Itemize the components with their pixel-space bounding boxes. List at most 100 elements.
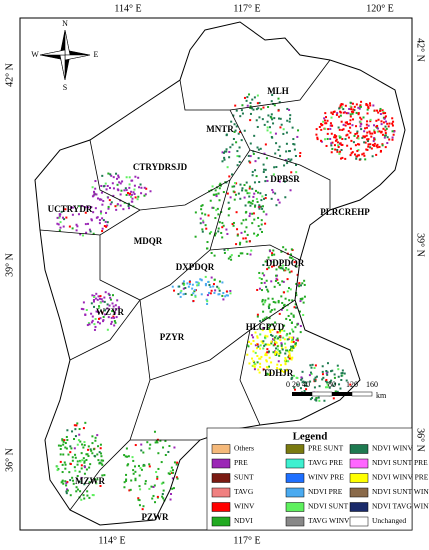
change-pixel bbox=[250, 334, 253, 337]
change-pixel bbox=[282, 128, 285, 131]
change-pixel bbox=[283, 329, 286, 332]
change-pixel bbox=[210, 252, 213, 255]
change-pixel bbox=[137, 195, 140, 198]
change-pixel bbox=[218, 187, 221, 190]
change-pixel bbox=[351, 124, 354, 127]
change-pixel bbox=[381, 133, 384, 136]
longitude-label: 117° E bbox=[233, 535, 260, 546]
change-pixel bbox=[228, 156, 231, 159]
change-pixel bbox=[256, 355, 259, 358]
change-pixel bbox=[239, 115, 242, 118]
change-pixel bbox=[117, 306, 120, 309]
change-pixel bbox=[249, 105, 252, 108]
change-pixel bbox=[284, 357, 287, 360]
change-pixel bbox=[106, 303, 109, 306]
change-pixel bbox=[248, 362, 251, 365]
change-pixel bbox=[339, 387, 342, 390]
change-pixel bbox=[336, 390, 339, 393]
change-pixel bbox=[349, 113, 352, 116]
change-pixel bbox=[214, 289, 217, 292]
change-pixel bbox=[262, 347, 265, 350]
change-pixel bbox=[277, 360, 280, 363]
change-pixel bbox=[69, 479, 72, 482]
change-pixel bbox=[192, 292, 195, 295]
change-pixel bbox=[74, 435, 77, 438]
change-pixel bbox=[71, 459, 74, 462]
change-pixel bbox=[132, 469, 135, 472]
change-pixel bbox=[236, 234, 239, 237]
change-pixel bbox=[292, 340, 295, 343]
change-pixel bbox=[263, 168, 266, 171]
change-pixel bbox=[295, 294, 298, 297]
change-pixel bbox=[299, 155, 302, 158]
change-pixel bbox=[73, 438, 76, 441]
change-pixel bbox=[218, 280, 221, 283]
change-pixel bbox=[200, 205, 203, 208]
change-pixel bbox=[356, 132, 359, 135]
change-pixel bbox=[348, 107, 351, 110]
change-pixel bbox=[71, 476, 74, 479]
change-pixel bbox=[286, 368, 289, 371]
change-pixel bbox=[140, 192, 143, 195]
change-pixel bbox=[282, 280, 285, 283]
change-pixel bbox=[325, 144, 328, 147]
change-pixel bbox=[265, 360, 268, 363]
change-pixel bbox=[283, 164, 286, 167]
change-pixel bbox=[294, 343, 297, 346]
change-pixel bbox=[100, 298, 103, 301]
change-pixel bbox=[106, 307, 109, 310]
change-pixel bbox=[90, 449, 93, 452]
change-pixels bbox=[55, 93, 396, 511]
change-pixel bbox=[270, 340, 273, 343]
change-pixel bbox=[279, 351, 282, 354]
change-pixel bbox=[64, 463, 67, 466]
change-pixel bbox=[232, 114, 235, 117]
change-pixel bbox=[286, 309, 289, 312]
change-pixel bbox=[339, 104, 342, 107]
change-pixel bbox=[167, 450, 170, 453]
change-pixel bbox=[129, 192, 132, 195]
change-pixel bbox=[274, 132, 277, 135]
legend-swatch bbox=[211, 502, 231, 512]
change-pixel bbox=[286, 278, 289, 281]
change-pixel bbox=[209, 292, 212, 295]
change-pixel bbox=[110, 320, 113, 323]
change-pixel bbox=[210, 230, 213, 233]
change-pixel bbox=[392, 120, 395, 123]
change-pixel bbox=[316, 138, 319, 141]
change-pixel bbox=[236, 164, 239, 167]
change-pixel bbox=[96, 298, 99, 301]
change-pixel bbox=[264, 343, 267, 346]
change-pixel bbox=[286, 119, 289, 122]
change-pixel bbox=[382, 116, 385, 119]
change-pixel bbox=[248, 93, 251, 96]
change-pixel bbox=[75, 490, 78, 493]
change-pixel bbox=[294, 326, 297, 329]
change-pixel bbox=[138, 499, 141, 502]
change-pixel bbox=[309, 380, 312, 383]
change-pixel bbox=[325, 370, 328, 373]
change-pixel bbox=[99, 443, 102, 446]
change-pixel bbox=[341, 372, 344, 375]
change-pixel bbox=[260, 340, 263, 343]
change-pixel bbox=[261, 195, 264, 198]
change-pixel bbox=[248, 195, 251, 198]
change-pixel bbox=[76, 460, 79, 463]
change-pixel bbox=[267, 114, 270, 117]
change-pixel bbox=[247, 340, 250, 343]
change-pixel bbox=[267, 365, 270, 368]
change-pixel bbox=[100, 462, 103, 465]
change-pixel bbox=[288, 287, 291, 290]
change-pixel bbox=[278, 368, 281, 371]
change-pixel bbox=[57, 223, 60, 226]
change-pixel bbox=[78, 428, 81, 431]
change-pixel bbox=[372, 104, 375, 107]
change-pixel bbox=[279, 364, 282, 367]
change-pixel bbox=[244, 237, 247, 240]
change-pixel bbox=[377, 111, 380, 114]
change-pixel bbox=[73, 447, 76, 450]
change-pixel bbox=[71, 213, 74, 216]
change-pixel bbox=[262, 319, 265, 322]
change-pixel bbox=[299, 284, 302, 287]
change-pixel bbox=[255, 108, 258, 111]
